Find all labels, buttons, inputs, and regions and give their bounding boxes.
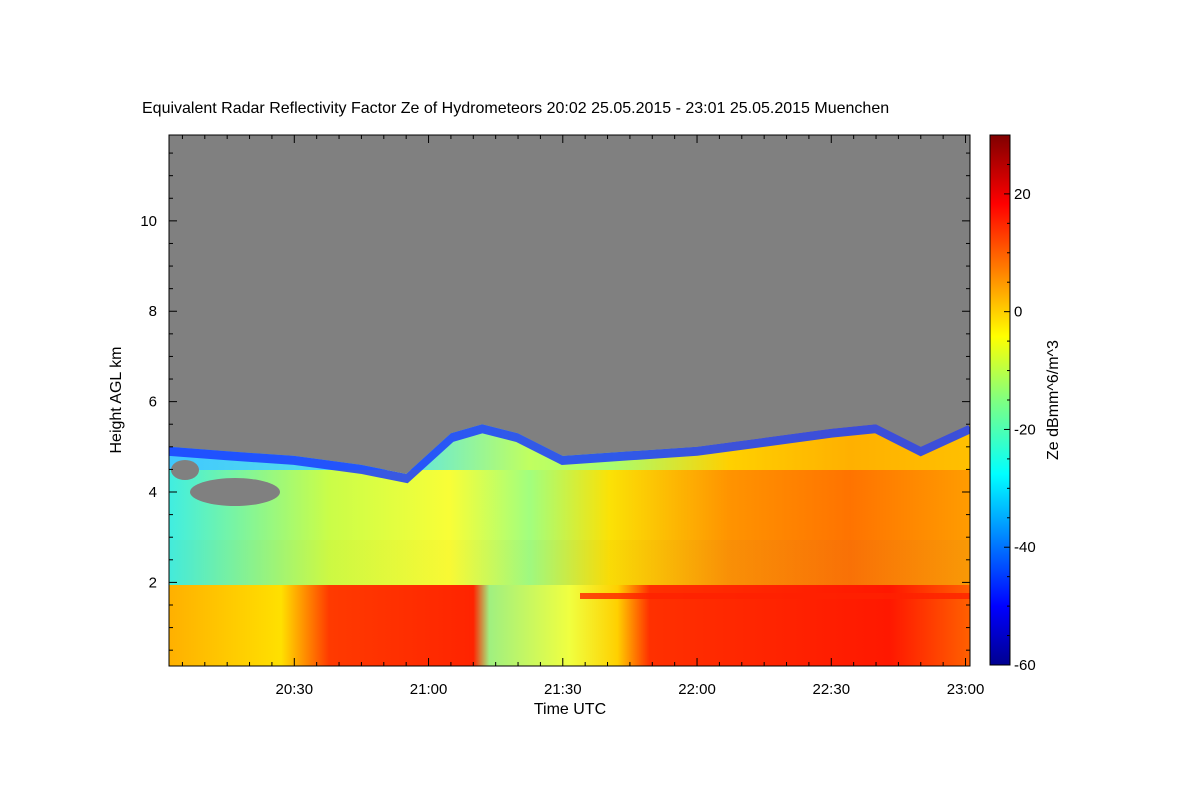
y-tick-label: 10 — [140, 213, 157, 230]
colorbar-tick-label: -20 — [1014, 421, 1036, 438]
colorbar-tick-label: -40 — [1014, 539, 1036, 556]
plot-area — [169, 135, 970, 666]
colorbar-tick-label: 0 — [1014, 304, 1022, 321]
colorbar-tick-label: -60 — [1014, 657, 1036, 674]
y-tick-label: 2 — [149, 574, 157, 591]
y-tick-label: 4 — [149, 484, 157, 501]
plot-frame — [168, 134, 971, 667]
y-tick-label: 6 — [149, 394, 157, 411]
y-axis: 2 4 6 8 10 — [140, 152, 970, 651]
x-tick-label: 23:00 — [947, 681, 985, 698]
x-tick-label: 21:30 — [544, 681, 582, 698]
x-axis-title: Time UTC — [534, 701, 606, 718]
colorbar-title: Ze dBmm^6/m^3 — [1045, 340, 1062, 460]
x-tick-label: 21:00 — [410, 681, 448, 698]
colorbar-tick-label: 20 — [1014, 186, 1031, 203]
cloud-top-edge — [169, 424, 970, 484]
echo-mid-layer — [169, 470, 970, 590]
colorbar-axis: 20 0 -20 -40 -60 — [1004, 134, 1036, 674]
melting-layer — [580, 593, 970, 599]
x-tick-label: 22:00 — [678, 681, 716, 698]
x-axis: 20:30 21:00 21:30 22:00 22:30 23:00 — [181, 135, 985, 698]
echo-field — [169, 424, 970, 666]
x-tick-label: 20:30 — [276, 681, 314, 698]
y-axis-title: Height AGL km — [108, 346, 125, 453]
x-tick-label: 22:30 — [813, 681, 851, 698]
y-tick-label: 8 — [149, 303, 157, 320]
clear-gap — [171, 460, 280, 506]
chart-title: Equivalent Radar Reflectivity Factor Ze … — [142, 100, 890, 117]
